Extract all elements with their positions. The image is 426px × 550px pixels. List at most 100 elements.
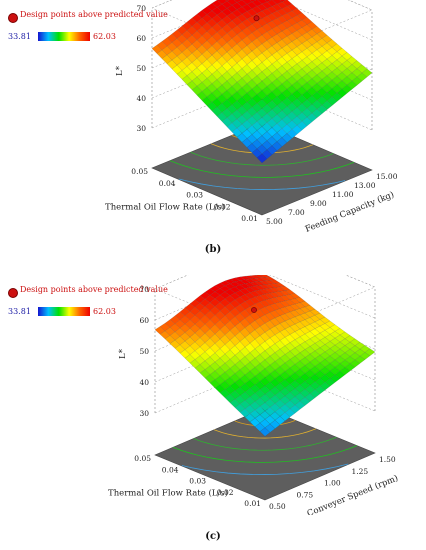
surface-cell: [216, 27, 228, 38]
surface-cell: [241, 0, 253, 5]
surface-cell: [244, 370, 256, 381]
contour-line: [214, 428, 316, 439]
surface-cell: [216, 56, 228, 67]
surface-cell: [236, 123, 248, 134]
surface-cell: [229, 364, 241, 374]
contour-line: [169, 160, 355, 178]
surface-cell: [176, 43, 188, 53]
x-tick-label: 11.00: [332, 190, 354, 199]
surface-cell: [226, 113, 238, 124]
surface-cell: [196, 44, 208, 55]
surface-cell: [196, 82, 208, 92]
surface-cell: [234, 280, 246, 286]
surface-cell: [229, 307, 241, 318]
surface-cell: [204, 328, 216, 339]
surface-cell: [211, 88, 223, 99]
contour-line: [190, 151, 334, 166]
surface-cell: [231, 25, 243, 35]
surface-cell: [194, 364, 206, 374]
surface-cell: [226, 104, 238, 115]
surface-cell: [199, 360, 211, 370]
surface-cell: [194, 346, 206, 357]
surface-cell: [241, 64, 253, 75]
surface-cell: [199, 324, 211, 334]
surface-cell: [214, 357, 226, 368]
surface-cell: [201, 6, 213, 15]
surface-cell: [206, 18, 218, 28]
surface-cell: [219, 315, 231, 326]
surface-cell: [199, 351, 211, 361]
surface-cell: [206, 27, 218, 37]
y-tick-label: 0.05: [131, 167, 148, 176]
surface-cell: [219, 389, 231, 398]
surface-cell: [176, 61, 188, 71]
z-tick-label: 40: [136, 94, 146, 103]
surface-cell: [204, 319, 216, 330]
surface-cell: [181, 39, 193, 49]
surface-cell: [189, 350, 201, 360]
surface-cell: [239, 374, 251, 384]
surface-cell: [189, 359, 201, 369]
surface-cell: [159, 330, 171, 340]
surface-cell: [221, 117, 233, 128]
surface-cell: [241, 73, 253, 84]
surface-cell: [169, 331, 181, 341]
surface-cell: [176, 70, 188, 80]
surface-cell: [239, 288, 251, 295]
surface-cell: [179, 349, 191, 359]
surface-cell: [164, 335, 176, 344]
x-axis-title: Conveyer Speed (rpm): [305, 473, 399, 515]
surface-cell: [231, 34, 243, 45]
surface-cell: [241, 83, 253, 94]
surface-cell: [191, 48, 203, 59]
surface-cell: [244, 306, 256, 316]
surface-cell: [219, 353, 231, 364]
surface-cell: [194, 310, 206, 320]
surface-cell: [184, 345, 196, 355]
legend: Design points above predicted value 33.8…: [4, 285, 184, 325]
surface-cell: [156, 49, 168, 59]
surface-cell: [241, 4, 253, 12]
surface-cell: [219, 280, 231, 286]
contour-line: [172, 445, 358, 463]
surface-cell: [206, 3, 218, 11]
surface-cell: [246, 97, 258, 108]
surface-cell: [189, 299, 201, 308]
surface-cell: [216, 3, 228, 12]
surface-cell: [211, 23, 223, 33]
surface-cell: [226, 12, 238, 21]
surface-cell: [239, 383, 251, 393]
surface-cell: [246, 107, 258, 117]
surface-cell: [219, 291, 231, 299]
surface-cell: [233, 0, 243, 3]
surface-cell: [194, 355, 206, 365]
surface-cell: [221, 71, 233, 82]
surface-cell: [199, 291, 211, 300]
z-tick-label: 60: [136, 34, 146, 43]
surface-cell: [191, 85, 203, 96]
surface-cell: [236, 105, 248, 116]
surface-cell: [186, 34, 198, 45]
surface-cell: [191, 30, 203, 41]
z-tick-label: 50: [136, 64, 146, 73]
surface-cell: [221, 24, 233, 34]
surface-cell: [244, 361, 256, 372]
surface-cell: [164, 327, 176, 336]
surface-cell: [209, 285, 221, 292]
surface-cell: [221, 33, 233, 43]
surface-cell: [181, 57, 193, 67]
surface-cell: [216, 84, 228, 95]
surface-cell: [201, 49, 213, 60]
surface-cell: [201, 14, 213, 23]
surface-cell: [221, 99, 233, 109]
colorbar-max-label: 62.03: [93, 32, 116, 41]
y-tick-label: 0.03: [186, 191, 203, 200]
surface-cell: [226, 38, 238, 49]
surface-cell: [206, 36, 218, 47]
z-axis-title: L*: [115, 65, 125, 76]
surface-cell: [226, 66, 238, 78]
surface-cell: [186, 71, 198, 82]
surface-cell: [201, 87, 213, 97]
surface-cell: [241, 54, 253, 65]
surface-cell: [249, 0, 257, 2]
